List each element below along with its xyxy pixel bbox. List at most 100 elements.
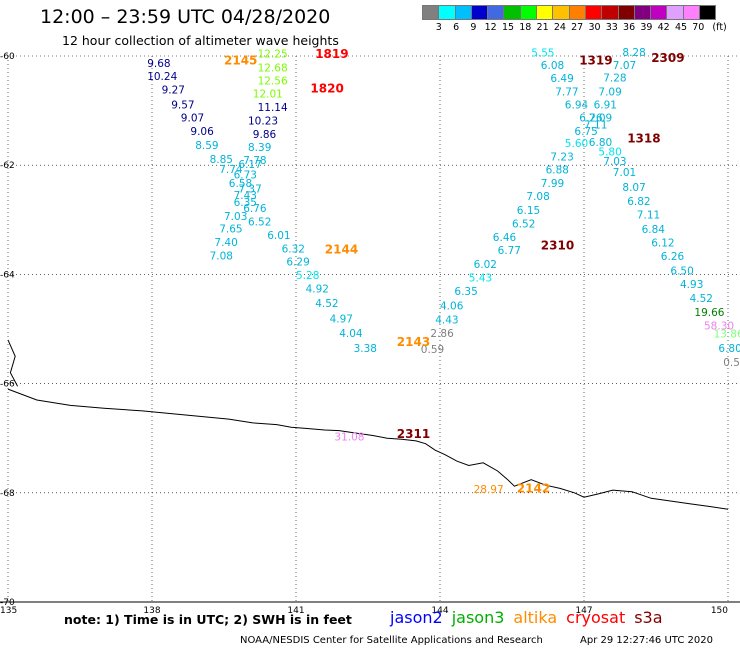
wave-height-value: 7.03	[224, 211, 247, 223]
wave-height-value: 7.08	[526, 191, 549, 203]
wave-height-value: 6.77	[498, 245, 521, 257]
wave-height-value: 6.82	[627, 196, 650, 208]
wave-height-value: 6.35	[234, 197, 257, 209]
wave-height-value: 6.49	[550, 73, 573, 85]
color-scale-label: 70	[692, 22, 705, 33]
wave-height-value: 7.77	[555, 86, 578, 98]
wave-height-value: 7.11	[584, 120, 607, 132]
pass-time-label: 2311	[397, 427, 430, 441]
latitude-tick: -64	[0, 270, 15, 280]
longitude-tick: 138	[143, 606, 160, 616]
wave-height-value: 6.50	[670, 265, 693, 277]
color-scale-label: 30	[588, 22, 601, 33]
color-scale-label: 42	[657, 22, 670, 33]
wave-height-value: 9.27	[162, 85, 185, 97]
wave-height-value: 7.11	[637, 210, 660, 222]
color-scale-labels: 3 6 9 12 15 18 21 24 27 30 33 36 39 42 45 70 (ft)	[422, 22, 740, 36]
longitude-tick: 135	[0, 606, 17, 616]
pass-time-label: 2144	[325, 243, 358, 257]
wave-height-value: 5.55	[531, 48, 554, 60]
color-scale-label: 6	[453, 22, 460, 33]
wave-height-value: 6.02	[474, 259, 497, 271]
pass-time-label: 1819	[315, 47, 348, 61]
wave-height-value: 6.91	[594, 99, 617, 111]
wave-height-value: 7.01	[613, 167, 636, 179]
footnote: note: 1) Time is in UTC; 2) SWH is in fe…	[64, 612, 352, 627]
pass-time-label: 1318	[627, 131, 660, 145]
wave-height-value: 5.28	[296, 270, 319, 282]
color-scale-label: 45	[674, 22, 688, 33]
wave-height-value: 6.88	[546, 164, 569, 176]
wave-height-value: 4.52	[690, 293, 713, 305]
wave-height-value: 6.46	[493, 232, 517, 244]
pass-time-label: 1820	[310, 82, 343, 96]
credit-line: NOAA/NESDIS Center for Satellite Applica…	[240, 635, 543, 646]
wave-height-value: 7.09	[589, 113, 612, 125]
color-scale-label: 18	[519, 22, 532, 33]
wave-height-value: 9.68	[147, 58, 170, 70]
wave-height-value: 4.92	[306, 283, 329, 295]
wave-height-value: 9.06	[190, 126, 214, 138]
legend-item: cryosat	[566, 608, 626, 627]
wave-height-value: 0.5	[723, 357, 740, 369]
wave-height-value: 5.60	[565, 138, 588, 150]
wave-height-value: 6.80	[718, 343, 740, 355]
wave-height-value: 2.86	[430, 328, 454, 340]
wave-height-value: 8.39	[248, 142, 271, 154]
map-title: 12:00 – 23:59 UTC 04/28/2020	[40, 6, 331, 28]
pass-time-label: 2145	[224, 54, 257, 68]
pass-time-label: 2310	[541, 238, 574, 252]
color-scale-label: 36	[623, 22, 636, 33]
wave-height-value: 7.37	[238, 184, 261, 196]
latitude-tick: -68	[0, 489, 15, 499]
wave-height-value: 6.26	[579, 113, 603, 125]
wave-height-value: 10.24	[147, 71, 177, 83]
wave-height-value: 4.43	[435, 315, 458, 327]
color-scale-label: (ft)	[712, 22, 727, 33]
wave-height-value: 7.28	[603, 73, 626, 85]
wave-height-value: 7.23	[550, 151, 573, 163]
latitude-tick: -66	[0, 380, 15, 390]
wave-height-value: 7.43	[234, 190, 257, 202]
wave-height-value: 31.08	[334, 431, 364, 443]
color-scale-label: 12	[484, 22, 497, 33]
wave-height-value: 6.94	[565, 99, 589, 111]
legend-item: jason3	[451, 608, 505, 627]
wave-height-value: 6.84	[642, 224, 666, 236]
map-subtitle: 12 hour collection of altimeter wave hei…	[62, 33, 339, 48]
color-scale-label: 24	[553, 22, 566, 33]
color-scale-label: 21	[536, 22, 549, 33]
wave-height-value: 12.56	[258, 75, 288, 87]
wave-height-value: 7.99	[541, 178, 564, 190]
longitude-tick: 144	[431, 606, 448, 616]
wave-height-value: 8.07	[622, 182, 645, 194]
wave-height-value: 4.06	[440, 300, 464, 312]
coastline-segment	[7, 339, 19, 387]
legend-item: s3a	[634, 608, 663, 627]
wave-height-value: 7.65	[219, 223, 242, 235]
pass-time-label: 2142	[517, 481, 550, 495]
generation-timestamp: Apr 29 12:27:46 UTC 2020	[580, 635, 713, 646]
wave-height-value: 6.17	[238, 159, 261, 171]
legend-item: altika	[513, 608, 558, 627]
wave-height-value: 7.08	[210, 251, 233, 263]
color-scale-label: 9	[470, 22, 477, 33]
longitude-tick: 141	[287, 606, 304, 616]
wave-height-value: 6.75	[574, 126, 597, 138]
wave-height-value: 6.15	[517, 205, 540, 217]
wave-height-value: 5.43	[469, 273, 492, 285]
wave-height-value: 5.80	[598, 146, 621, 158]
pass-time-label: 1319	[579, 54, 612, 68]
wave-height-value: 0.59	[421, 344, 444, 356]
wave-height-value: 6.58	[229, 178, 252, 190]
wave-height-value: 6.52	[512, 218, 535, 230]
color-scale-bar	[422, 5, 717, 20]
wave-height-value: 19.66	[694, 307, 724, 319]
wave-height-value: 6.12	[651, 238, 674, 250]
wave-height-value: 28.97	[474, 484, 504, 496]
latitude-tick: -62	[0, 161, 15, 171]
wave-height-value: 6.32	[282, 244, 305, 256]
satellite-legend: jason2 jason3 altika cryosat s3a	[390, 608, 672, 627]
wave-height-value: 4.93	[680, 279, 703, 291]
